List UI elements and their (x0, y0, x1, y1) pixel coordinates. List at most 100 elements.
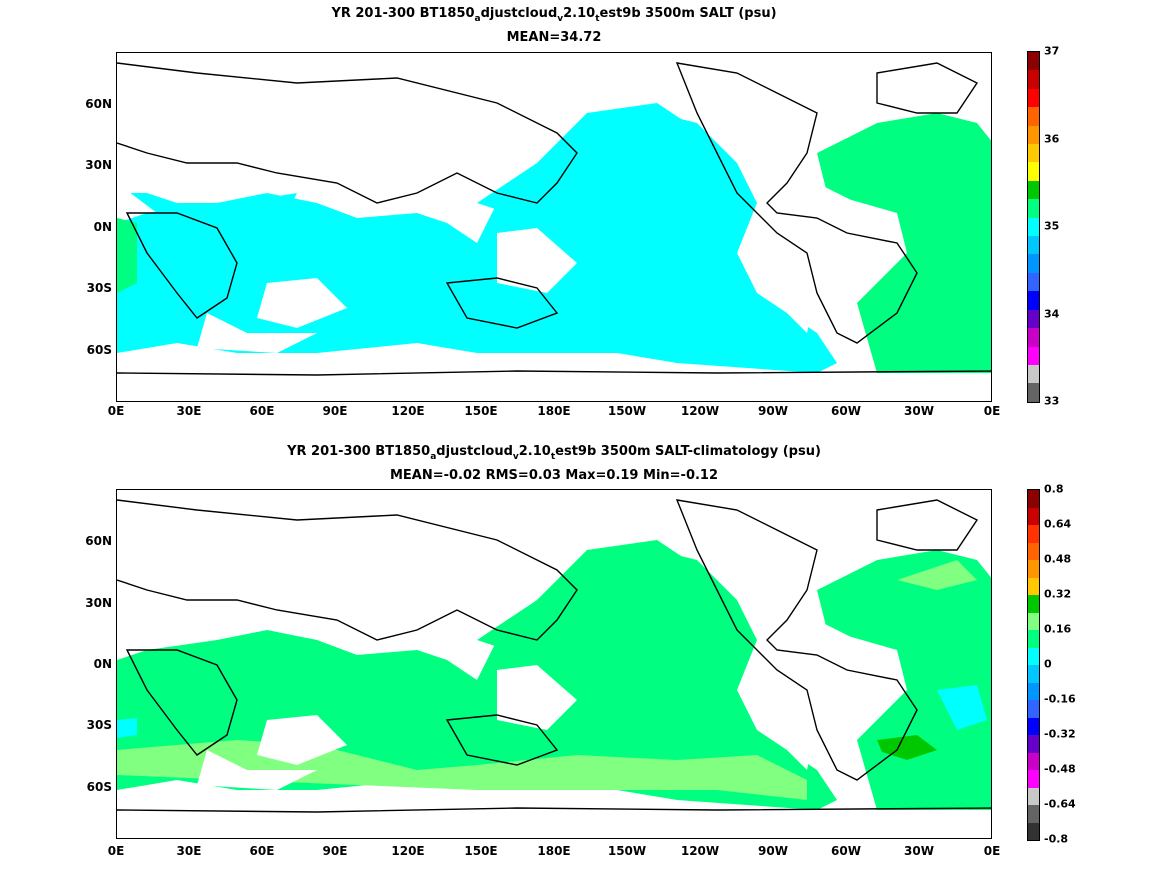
white-gaps (117, 490, 991, 838)
colorbar-tick: -0.8 (1044, 832, 1069, 846)
x-tick: 0E (983, 404, 1001, 418)
colorbar-segment (1028, 291, 1039, 310)
panel1-title: YR 201-300 BT1850adjustcloudv2.10test9b … (331, 6, 777, 24)
colorbar-segment (1028, 647, 1039, 665)
colorbar-tick: -0.64 (1044, 797, 1076, 811)
salt-fill-34-9 (117, 113, 991, 373)
x-tick: 150E (464, 844, 498, 858)
y-tick: 0N (93, 220, 112, 234)
y-tick: 30S (86, 281, 112, 295)
colorbar-segment (1028, 595, 1039, 613)
x-tick: 60E (249, 404, 275, 418)
y-tick: 60S (86, 780, 112, 794)
x-tick: 90W (758, 844, 788, 858)
colorbar-segment (1028, 700, 1039, 718)
x-tick: 30W (904, 844, 934, 858)
x-tick: 30E (176, 404, 202, 418)
colorbar-segment (1028, 107, 1039, 126)
colorbar-tick: 35 (1044, 219, 1060, 233)
colorbar-segment (1028, 70, 1039, 89)
colorbar-segment (1028, 236, 1039, 255)
colorbar-segment (1028, 199, 1039, 218)
x-tick: 60W (831, 844, 861, 858)
colorbar-segment (1028, 328, 1039, 347)
x-tick: 150W (607, 844, 647, 858)
colorbar-tick: 0.32 (1044, 587, 1072, 601)
x-tick: 180E (537, 844, 571, 858)
y-tick: 60S (86, 343, 112, 357)
panel1-subtitle: MEAN=34.72 (506, 30, 602, 45)
colorbar-segment (1028, 507, 1039, 525)
panel2-colorbar (1027, 489, 1040, 841)
y-tick: 30N (85, 158, 112, 172)
colorbar-segment (1028, 125, 1039, 145)
colorbar-segment (1028, 364, 1039, 384)
white-gaps (117, 53, 991, 401)
panel1-colorbar (1027, 51, 1040, 403)
colorbar-tick: -0.48 (1044, 762, 1076, 776)
colorbar-segment (1028, 752, 1039, 770)
panel2-title: YR 201-300 BT1850adjustcloudv2.10test9b … (287, 444, 821, 462)
panel1-map (116, 52, 992, 402)
x-tick: 30W (904, 404, 934, 418)
coastlines (117, 62, 991, 376)
x-tick: 120E (391, 844, 425, 858)
x-tick: 150W (607, 404, 647, 418)
colorbar-segment (1028, 805, 1039, 823)
colorbar-segment (1028, 162, 1039, 181)
x-tick: 180E (537, 404, 571, 418)
colorbar-segment (1028, 787, 1039, 805)
panel2-subtitle: MEAN=-0.02 RMS=0.03 Max=0.19 Min=-0.12 (389, 468, 719, 483)
colorbar-segment (1028, 217, 1039, 237)
panel2-map (116, 489, 992, 839)
y-tick: 60N (85, 97, 112, 111)
x-tick: 90W (758, 404, 788, 418)
x-tick: 120W (680, 404, 720, 418)
colorbar-segment (1028, 383, 1039, 402)
colorbar-segment (1028, 822, 1039, 840)
x-tick: 0E (107, 404, 125, 418)
colorbar-segment (1028, 612, 1039, 630)
colorbar-segment (1028, 490, 1039, 508)
x-tick: 30E (176, 844, 202, 858)
colorbar-tick: -0.16 (1044, 692, 1076, 706)
colorbar-segment (1028, 630, 1039, 648)
colorbar-tick: 0.48 (1044, 552, 1072, 566)
colorbar-segment (1028, 254, 1039, 273)
colorbar-segment (1028, 770, 1039, 788)
x-tick: 150E (464, 404, 498, 418)
colorbar-segment (1028, 309, 1039, 329)
y-tick: 30S (86, 718, 112, 732)
colorbar-segment (1028, 180, 1039, 200)
y-tick: 60N (85, 534, 112, 548)
colorbar-tick: 33 (1044, 394, 1060, 408)
x-tick: 0E (107, 844, 125, 858)
colorbar-segment (1028, 525, 1039, 543)
colorbar-segment (1028, 735, 1039, 753)
colorbar-tick: 36 (1044, 132, 1060, 146)
diff-fill-negative (117, 685, 987, 738)
colorbar-segment (1028, 560, 1039, 578)
colorbar-tick: 0 (1044, 657, 1052, 671)
colorbar-segment (1028, 346, 1039, 365)
colorbar-tick: 34 (1044, 307, 1060, 321)
colorbar-segment (1028, 665, 1039, 683)
x-tick: 60W (831, 404, 861, 418)
colorbar-segment (1028, 52, 1039, 71)
colorbar-tick: 0.64 (1044, 517, 1072, 531)
x-tick: 90E (322, 844, 348, 858)
colorbar-segment (1028, 144, 1039, 163)
coastlines (117, 499, 991, 813)
x-tick: 0E (983, 844, 1001, 858)
colorbar-segment (1028, 88, 1039, 108)
x-tick: 120W (680, 844, 720, 858)
colorbar-tick: -0.32 (1044, 727, 1076, 741)
colorbar-tick: 37 (1044, 44, 1060, 58)
colorbar-segment (1028, 682, 1039, 700)
colorbar-segment (1028, 577, 1039, 595)
y-tick: 30N (85, 596, 112, 610)
colorbar-segment (1028, 272, 1039, 292)
x-tick: 120E (391, 404, 425, 418)
colorbar-segment (1028, 717, 1039, 735)
x-tick: 90E (322, 404, 348, 418)
